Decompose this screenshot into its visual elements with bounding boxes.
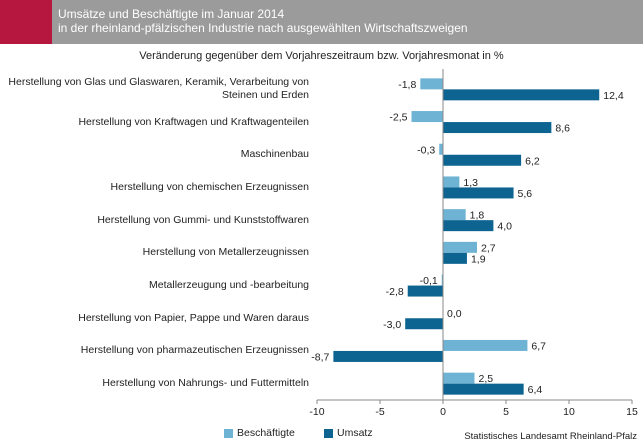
data-label-beschaeftigte-5: 2,7 bbox=[481, 242, 496, 254]
category-label-3-line-0: Herstellung von chemischen Erzeugnissen bbox=[110, 180, 309, 193]
data-label-umsatz-3: 5,6 bbox=[518, 188, 533, 200]
bar-beschaeftigte-2 bbox=[439, 143, 443, 155]
category-label-9: Herstellung von Nahrungs- und Futtermitt… bbox=[0, 377, 309, 390]
bar-umsatz-3 bbox=[443, 187, 514, 199]
category-label-3: Herstellung von chemischen Erzeugnissen bbox=[0, 181, 309, 194]
bar-umsatz-7 bbox=[405, 318, 443, 330]
x-tick-label-5: 15 bbox=[626, 406, 638, 418]
bar-umsatz-5 bbox=[443, 252, 467, 264]
x-tick-label-2: 0 bbox=[440, 406, 446, 418]
data-label-beschaeftigte-6: -0,1 bbox=[420, 275, 438, 287]
data-label-umsatz-1: 8,6 bbox=[555, 123, 570, 135]
data-label-beschaeftigte-1: -2,5 bbox=[389, 112, 407, 124]
category-label-8-line-0: Herstellung von pharmazeutischen Erzeugn… bbox=[80, 344, 309, 357]
category-label-2-line-0: Maschinenbau bbox=[240, 148, 309, 161]
category-label-4: Herstellung von Gummi- und Kunststoffwar… bbox=[0, 214, 309, 227]
bar-umsatz-4 bbox=[443, 220, 494, 232]
data-label-umsatz-8: -8,7 bbox=[311, 351, 329, 363]
category-label-8: Herstellung von pharmazeutischen Erzeugn… bbox=[0, 344, 309, 357]
category-label-0-line-0: Herstellung von Glas und Glaswaren, Kera… bbox=[8, 76, 309, 89]
bar-beschaeftigte-5 bbox=[443, 241, 478, 253]
data-label-beschaeftigte-8: 6,7 bbox=[531, 340, 546, 352]
data-label-umsatz-0: 12,4 bbox=[603, 90, 624, 102]
bar-umsatz-6 bbox=[407, 285, 443, 297]
data-label-beschaeftigte-2: -0,3 bbox=[417, 144, 435, 156]
source-note: Statistisches Landesamt Rheinland-Pfalz bbox=[464, 431, 637, 442]
category-label-2: Maschinenbau bbox=[0, 148, 309, 161]
legend-swatch-umsatz bbox=[324, 428, 333, 438]
x-tick-label-1: -5 bbox=[375, 406, 384, 418]
bar-umsatz-2 bbox=[443, 154, 522, 166]
bar-beschaeftigte-6 bbox=[441, 274, 443, 286]
data-label-umsatz-2: 6,2 bbox=[525, 155, 540, 167]
legend-label-beschaeftigte: Beschäftigte bbox=[237, 427, 295, 439]
x-tick-label-0: -10 bbox=[309, 406, 324, 418]
header-accent-block bbox=[0, 0, 52, 44]
legend-swatch-beschaeftigte bbox=[224, 428, 233, 438]
data-label-beschaeftigte-0: -1,8 bbox=[398, 79, 416, 91]
bar-beschaeftigte-1 bbox=[411, 111, 443, 123]
data-label-umsatz-7: -3,0 bbox=[383, 319, 401, 331]
category-label-6: Metallerzeugung und -bearbeitung bbox=[0, 279, 309, 292]
category-label-5-line-0: Herstellung von Metallerzeugnissen bbox=[142, 246, 309, 259]
bar-umsatz-8 bbox=[333, 350, 443, 362]
x-tick-label-3: 5 bbox=[503, 406, 509, 418]
legend-item-beschaeftigte: Beschäftigte bbox=[224, 427, 295, 439]
data-label-beschaeftigte-3: 1,3 bbox=[463, 177, 478, 189]
bar-umsatz-1 bbox=[443, 122, 552, 134]
category-label-7: Herstellung von Papier, Pappe und Waren … bbox=[0, 312, 309, 325]
category-label-7-line-0: Herstellung von Papier, Pappe und Waren … bbox=[78, 311, 309, 324]
bar-umsatz-9 bbox=[443, 383, 524, 395]
chart-title-line2: in der rheinland-pfälzischen Industrie n… bbox=[58, 21, 468, 35]
data-label-umsatz-4: 4,0 bbox=[497, 221, 512, 233]
category-label-0: Herstellung von Glas und Glaswaren, Kera… bbox=[0, 76, 309, 102]
category-label-6-line-0: Metallerzeugung und -bearbeitung bbox=[149, 279, 309, 292]
category-label-9-line-0: Herstellung von Nahrungs- und Futtermitt… bbox=[102, 377, 309, 390]
header-bar: Umsätze und Beschäftigte im Januar 2014 … bbox=[0, 0, 643, 44]
legend-label-umsatz: Umsatz bbox=[337, 427, 373, 439]
category-label-5: Herstellung von Metallerzeugnissen bbox=[0, 246, 309, 259]
bar-beschaeftigte-9 bbox=[443, 372, 475, 384]
category-label-1-line-0: Herstellung von Kraftwagen und Kraftwage… bbox=[78, 115, 309, 128]
chart-title: Umsätze und Beschäftigte im Januar 2014 … bbox=[58, 7, 468, 35]
data-label-umsatz-9: 6,4 bbox=[528, 384, 543, 396]
category-label-0-line-1: Steinen und Erden bbox=[222, 89, 309, 102]
data-label-umsatz-6: -2,8 bbox=[386, 286, 404, 298]
bar-beschaeftigte-3 bbox=[443, 176, 460, 188]
chart-subtitle: Veränderung gegenüber dem Vorjahreszeitr… bbox=[139, 50, 504, 62]
bar-beschaeftigte-4 bbox=[443, 209, 466, 221]
chart-title-line1: Umsätze und Beschäftigte im Januar 2014 bbox=[58, 7, 285, 21]
data-label-beschaeftigte-9: 2,5 bbox=[479, 373, 494, 385]
bar-umsatz-0 bbox=[443, 89, 600, 101]
x-tick-label-4: 10 bbox=[563, 406, 575, 418]
data-label-beschaeftigte-4: 1,8 bbox=[470, 210, 485, 222]
bar-beschaeftigte-0 bbox=[420, 78, 443, 90]
legend-item-umsatz: Umsatz bbox=[324, 427, 373, 439]
bar-beschaeftigte-8 bbox=[443, 339, 528, 351]
category-label-1: Herstellung von Kraftwagen und Kraftwage… bbox=[0, 116, 309, 129]
data-label-beschaeftigte-7: 0,0 bbox=[447, 308, 462, 320]
data-label-umsatz-5: 1,9 bbox=[471, 253, 486, 265]
category-label-4-line-0: Herstellung von Gummi- und Kunststoffwar… bbox=[97, 213, 309, 226]
